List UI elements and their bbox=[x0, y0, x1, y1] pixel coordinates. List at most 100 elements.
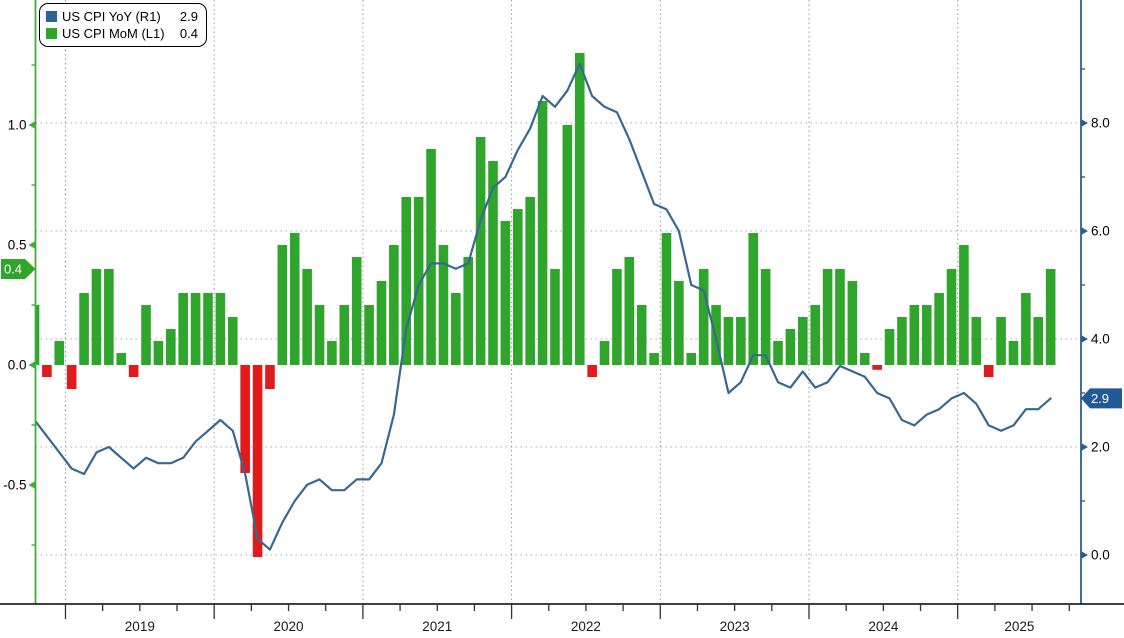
cpi-mom-bar bbox=[376, 281, 387, 365]
cpi-mom-bar bbox=[104, 269, 114, 365]
cpi-mom-bar bbox=[500, 221, 511, 365]
cpi-mom-bar bbox=[909, 305, 920, 365]
cpi-mom-bar bbox=[661, 233, 672, 365]
cpi-mom-bar bbox=[178, 293, 189, 365]
cpi-mom-bar bbox=[463, 257, 474, 365]
cpi-mom-bar bbox=[141, 305, 151, 365]
year-label: 2022 bbox=[571, 619, 601, 634]
right-tick-arrow-icon bbox=[1081, 443, 1088, 451]
cpi-mom-bar bbox=[364, 305, 374, 365]
cpi-mom-bar bbox=[327, 341, 337, 365]
cpi-mom-bar bbox=[847, 281, 858, 365]
right-current-badge-label: 2.9 bbox=[1091, 391, 1109, 406]
cpi-mom-bar bbox=[66, 365, 77, 389]
cpi-mom-bar bbox=[537, 101, 548, 365]
cpi-mom-bar bbox=[265, 365, 275, 389]
left-axis-tick-label: -0.5 bbox=[3, 478, 26, 493]
cpi-mom-bar bbox=[153, 341, 164, 365]
cpi-mom-bar bbox=[884, 329, 895, 365]
right-tick-arrow-icon bbox=[1081, 335, 1088, 343]
cpi-mom-bar bbox=[1045, 269, 1056, 365]
left-axis-tick-label: 0.5 bbox=[8, 238, 27, 253]
cpi-mom-bar bbox=[438, 245, 449, 365]
cpi-mom-bar bbox=[897, 317, 907, 365]
left-axis-tick-label: 0.0 bbox=[8, 358, 27, 373]
cpi-mom-bar bbox=[215, 293, 226, 365]
cpi-mom-bar bbox=[649, 353, 659, 365]
cpi-mom-bar bbox=[314, 305, 325, 365]
year-label: 2025 bbox=[1004, 619, 1034, 634]
cpi-mom-bar bbox=[636, 305, 647, 365]
cpi-mom-bar bbox=[1033, 317, 1044, 365]
cpi-mom-bar bbox=[810, 305, 820, 365]
legend-row-yoy: US CPI YoY (R1) 2.9 bbox=[46, 8, 198, 25]
cpi-mom-bar bbox=[401, 197, 412, 365]
chart-legend: US CPI YoY (R1) 2.9 US CPI MoM (L1) 0.4 bbox=[39, 3, 207, 47]
cpi-mom-bar bbox=[760, 269, 771, 365]
cpi-mom-bar bbox=[971, 317, 982, 365]
cpi-mom-bar bbox=[562, 125, 573, 365]
right-tick-arrow-icon bbox=[1081, 551, 1088, 559]
yoy-line-group bbox=[35, 62, 1052, 551]
cpi-mom-bar bbox=[736, 317, 746, 365]
cpi-mom-bar bbox=[54, 341, 65, 365]
cpi-mom-bar bbox=[983, 365, 994, 377]
mom-series-label: US CPI MoM (L1) bbox=[62, 26, 165, 41]
cpi-mom-bar bbox=[35, 305, 40, 365]
cpi-mom-bar bbox=[413, 197, 424, 365]
cpi-mom-bar bbox=[240, 365, 250, 473]
cpi-mom-bar bbox=[426, 149, 436, 365]
cpi-mom-bar bbox=[822, 269, 833, 365]
cpi-mom-bar bbox=[512, 209, 523, 365]
cpi-mom-bar bbox=[277, 245, 288, 365]
cpi-mom-bar bbox=[723, 317, 734, 365]
cpi-mom-bar bbox=[203, 293, 213, 365]
cpi-mom-bar bbox=[1008, 341, 1019, 365]
year-label: 2020 bbox=[274, 619, 304, 634]
right-axis-tick-label: 0.0 bbox=[1091, 548, 1110, 563]
left-tick-arrow-icon bbox=[28, 121, 36, 129]
cpi-mom-bar bbox=[525, 197, 535, 365]
right-tick-arrow-icon bbox=[1081, 119, 1088, 127]
cpi-mom-bar bbox=[116, 353, 127, 365]
cpi-mom-bar bbox=[872, 365, 882, 370]
cpi-mom-bar bbox=[934, 293, 944, 365]
cpi-mom-bar bbox=[587, 365, 597, 377]
left-current-badge-label: 0.4 bbox=[4, 262, 22, 277]
cpi-mom-bar bbox=[252, 365, 263, 557]
yoy-series-value: 2.9 bbox=[179, 9, 198, 24]
mom-series-swatch-icon bbox=[46, 28, 57, 39]
cpi-mom-bar bbox=[550, 269, 560, 365]
cpi-mom-bar bbox=[686, 353, 697, 365]
cpi-mom-bar bbox=[42, 365, 52, 377]
cpi-mom-bar bbox=[475, 137, 486, 365]
cpi-mom-bar bbox=[451, 293, 461, 365]
right-axis-tick-label: 6.0 bbox=[1091, 224, 1110, 239]
left-tick-arrow-icon bbox=[28, 361, 36, 369]
right-axis-tick-label: 2.0 bbox=[1091, 440, 1110, 455]
cpi-mom-bar bbox=[128, 365, 139, 377]
yoy-series-swatch-icon bbox=[46, 11, 57, 22]
mom-series-value: 0.4 bbox=[179, 26, 198, 41]
cpi-mom-bar bbox=[959, 245, 969, 365]
cpi-mom-bar bbox=[859, 353, 870, 365]
cpi-mom-bar bbox=[289, 233, 300, 365]
cpi-mom-bar bbox=[488, 161, 498, 365]
cpi-mom-bar bbox=[674, 281, 684, 365]
left-current-badge bbox=[1, 259, 36, 279]
year-label: 2023 bbox=[720, 619, 750, 634]
cpi-mom-bar bbox=[91, 269, 102, 365]
cpi-mom-bar bbox=[946, 269, 957, 365]
cpi-mom-bar bbox=[624, 257, 635, 365]
year-label: 2021 bbox=[422, 619, 452, 634]
left-tick-arrow-icon bbox=[28, 241, 36, 249]
cpi-mom-bar bbox=[698, 269, 709, 365]
right-current-badge bbox=[1081, 388, 1122, 409]
cpi-mom-bar bbox=[599, 341, 610, 365]
cpi-mom-bar bbox=[227, 317, 238, 365]
cpi-mom-bar bbox=[748, 233, 759, 365]
cpi-mom-bar bbox=[798, 317, 808, 365]
left-axis-tick-label: 1.0 bbox=[8, 118, 27, 133]
